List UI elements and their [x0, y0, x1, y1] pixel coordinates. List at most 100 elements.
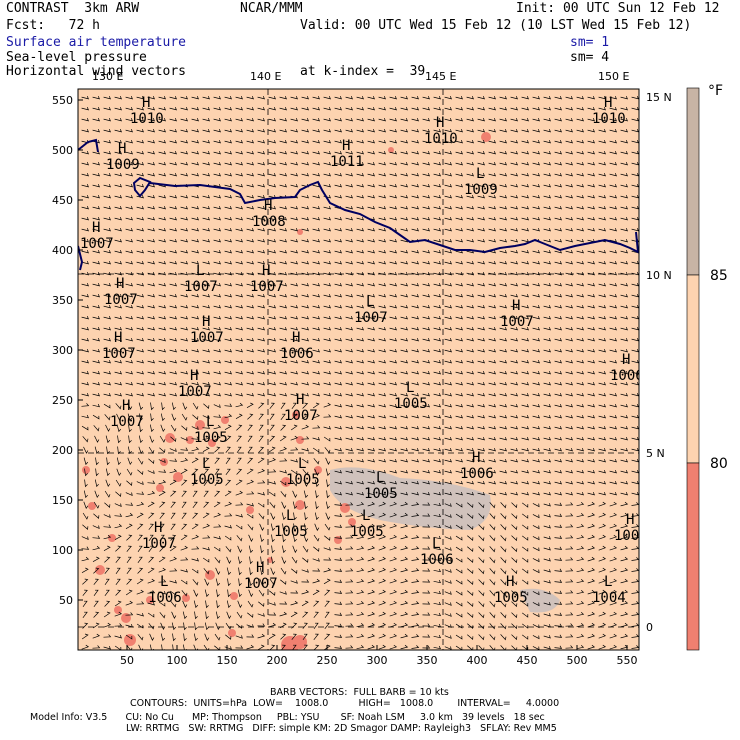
pressure-center-value: 1007: [104, 292, 138, 308]
field-pressure-label: Sea-level pressure: [6, 50, 147, 65]
pressure-center-value: 1007: [614, 528, 648, 544]
pressure-center-value: 1007: [354, 310, 388, 326]
pressure-center-value: 1007: [500, 314, 534, 330]
latitude-label: 10 N: [646, 269, 672, 282]
longitude-label: 145 E: [425, 70, 456, 83]
pressure-center-type: L: [362, 508, 370, 524]
pressure-center-type: H: [506, 574, 514, 590]
x-tick-label: 250: [317, 654, 338, 667]
pressure-center-value: 1010: [424, 131, 458, 147]
center-name: NCAR/MMM: [240, 1, 303, 16]
pressure-center-value: 1006: [280, 346, 314, 362]
pressure-center-value: 1011: [330, 154, 364, 170]
pressure-center-type: H: [604, 95, 612, 111]
colorbar-label-80: 80: [710, 456, 728, 472]
temperature-colorbar: °F 85 80: [686, 83, 728, 651]
pressure-center-labels: H1010H1009H1010H1010H1011L1009H1008H1007…: [80, 95, 648, 606]
y-tick-label: 400: [52, 244, 73, 257]
pressure-center-type: H: [114, 330, 122, 346]
longitude-label: 130 E: [92, 70, 123, 83]
pressure-center-type: L: [604, 574, 612, 590]
y-tick-label: 100: [52, 544, 73, 557]
pressure-center-type: L: [196, 263, 204, 279]
y-tick-label: 450: [52, 194, 73, 207]
y-tick-label: 550: [52, 94, 73, 107]
latitude-label: 15 N: [646, 91, 672, 104]
pressure-center-type: H: [116, 276, 124, 292]
field-temperature-smoothing: sm= 1: [570, 35, 610, 50]
pressure-center-value: 1009: [106, 157, 140, 173]
longitude-label: 150 E: [598, 70, 629, 83]
k-index-label: at k-index = 39: [300, 64, 426, 79]
pressure-center-value: 1007: [284, 408, 318, 424]
pressure-center-type: H: [436, 115, 444, 131]
plot-frame: [77, 88, 640, 651]
forecast-hour: Fcst: 72 h: [6, 18, 100, 33]
wind-barb-field: [81, 95, 639, 650]
footer-barb-info: BARB VECTORS: FULL BARB = 10 kts: [270, 687, 449, 698]
pressure-center-type: H: [512, 298, 520, 314]
temperature-field-fill: [78, 89, 639, 650]
pressure-center-type: H: [202, 314, 210, 330]
pressure-center-value: 1010: [592, 111, 626, 127]
lat-lon-grid: [78, 89, 639, 650]
footer-physics-info: LW: RRTMG SW: RRTMG DIFF: simple KM: 2D …: [126, 723, 557, 734]
longitude-label: 140 E: [250, 70, 281, 83]
latitude-label: 0: [646, 621, 653, 634]
y-tick-label: 300: [52, 344, 73, 357]
pressure-center-type: H: [622, 352, 630, 368]
footer-contour-info: CONTOURS: UNITS=hPa LOW= 1008.0 HIGH= 10…: [130, 698, 560, 709]
latitude-labels: 15 N 10 N 5 N 0: [646, 91, 672, 634]
pressure-center-type: L: [376, 470, 384, 486]
colorbar-segment-mid: [686, 274, 700, 464]
field-temperature-label: Surface air temperature: [6, 35, 187, 50]
x-axis-ticks: 50 100 150 200 250 300 350 400 450 500 550: [120, 645, 638, 667]
pressure-center-value: 1004: [592, 590, 626, 606]
pressure-center-type: H: [118, 141, 126, 157]
x-tick-label: 300: [367, 654, 388, 667]
latitude-label: 5 N: [646, 447, 665, 460]
x-tick-label: 200: [267, 654, 288, 667]
field-wind-label: Horizontal wind vectors: [6, 64, 187, 79]
y-tick-label: 500: [52, 144, 73, 157]
pressure-center-type: H: [472, 450, 480, 466]
pressure-center-type: H: [154, 520, 162, 536]
valid-time: Valid: 00 UTC Wed 15 Feb 12 (10 LST Wed …: [300, 18, 692, 33]
pressure-center-value: 1007: [244, 576, 278, 592]
pressure-center-value: 1005: [194, 430, 228, 446]
pressure-center-value: 1007: [178, 384, 212, 400]
coastline: [78, 138, 639, 271]
init-time: Init: 00 UTC Sun 12 Feb 12: [516, 1, 720, 16]
y-axis-ticks: 550 500 450 400 350 300 250 200 150 100 50: [52, 94, 83, 607]
x-tick-label: 150: [217, 654, 238, 667]
y-tick-label: 150: [52, 494, 73, 507]
y-tick-label: 350: [52, 294, 73, 307]
x-tick-label: 100: [167, 654, 188, 667]
pressure-center-type: H: [256, 560, 264, 576]
pressure-center-value: 1007: [102, 346, 136, 362]
pressure-center-type: H: [292, 330, 300, 346]
pressure-center-value: 1007: [190, 330, 224, 346]
pressure-center-type: H: [190, 368, 198, 384]
pressure-center-type: H: [264, 198, 272, 214]
y-tick-label: 250: [52, 394, 73, 407]
